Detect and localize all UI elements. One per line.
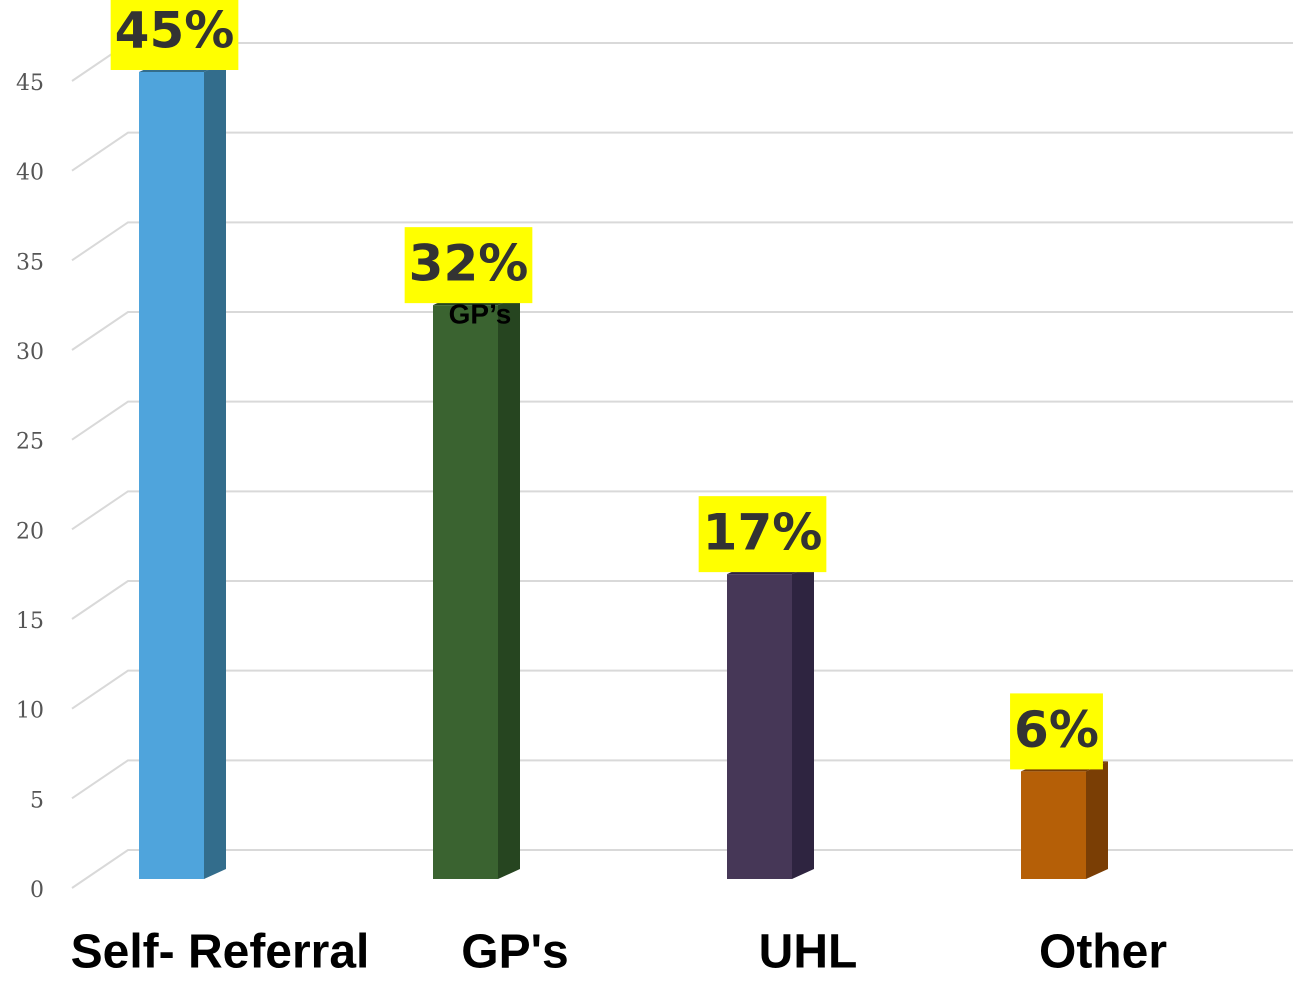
value-label: 32% [409, 235, 529, 293]
y-tick-label: 5 [30, 788, 44, 813]
grid-line [71, 490, 1293, 531]
value-label-box [698, 496, 827, 573]
value-label-box [404, 227, 533, 304]
y-tick-label: 15 [16, 609, 44, 634]
y-tick-label: 0 [30, 878, 44, 903]
bar-side [498, 295, 520, 880]
y-tick-label: 40 [16, 161, 44, 186]
grid-line [71, 669, 1293, 710]
bar-side [792, 564, 814, 879]
grid-line [71, 849, 1293, 889]
value-label-box [1010, 693, 1103, 770]
y-tick-label: 25 [16, 430, 44, 455]
x-tick-label: GP's [461, 926, 568, 979]
annotation: GP’s [449, 298, 512, 329]
grid-line [71, 42, 1293, 82]
y-tick-label: 30 [16, 340, 44, 365]
value-label: 17% [703, 504, 823, 562]
grid-line [71, 311, 1293, 351]
y-tick-label: 35 [16, 250, 44, 275]
grid-line [71, 759, 1293, 800]
x-tick-label: Other [1039, 926, 1167, 979]
grid-line [71, 221, 1293, 262]
y-tick-label: 20 [16, 519, 44, 544]
x-tick-label: Self- Referral [71, 926, 370, 979]
x-tick-label: UHL [759, 926, 858, 979]
value-label: 45% [115, 2, 235, 60]
bar [139, 72, 204, 879]
bar-side [1086, 761, 1108, 879]
y-tick-label: 45 [16, 71, 44, 96]
grid-line [71, 580, 1293, 620]
y-tick-label: 10 [16, 699, 44, 724]
value-label: 6% [1014, 701, 1099, 759]
bar [727, 574, 792, 879]
grid-line [71, 400, 1293, 441]
bar [433, 305, 498, 880]
grid-line [71, 131, 1293, 172]
bar [1021, 771, 1086, 879]
value-label-box [110, 0, 239, 70]
bar-side [204, 62, 226, 879]
